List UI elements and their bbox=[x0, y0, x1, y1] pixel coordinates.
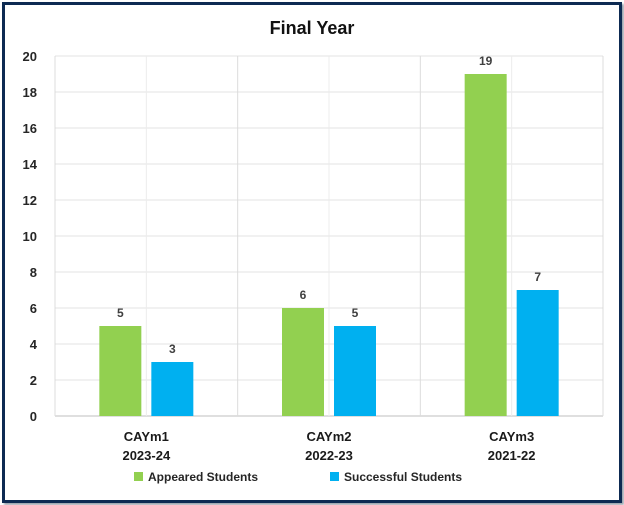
bar-appeared bbox=[282, 308, 324, 416]
bar-appeared bbox=[99, 326, 142, 416]
data-label: 7 bbox=[534, 270, 541, 284]
gridlines bbox=[54, 55, 604, 417]
y-tick-label: 10 bbox=[23, 229, 37, 244]
x-category-label: CAYm3 bbox=[489, 429, 534, 444]
x-category-label: 2021-22 bbox=[488, 448, 536, 463]
x-category-label: CAYm2 bbox=[306, 429, 351, 444]
legend-label: Successful Students bbox=[344, 470, 462, 484]
y-tick-label: 14 bbox=[23, 157, 38, 172]
x-axis-categories: CAYm1 2023-24 CAYm2 2022-23 CAYm3 2021-22 bbox=[122, 429, 535, 463]
data-label: 5 bbox=[117, 306, 124, 320]
y-tick-label: 12 bbox=[23, 193, 37, 208]
data-label: 19 bbox=[479, 54, 493, 68]
x-category-label: 2022-23 bbox=[305, 448, 353, 463]
y-tick-label: 8 bbox=[30, 265, 37, 280]
y-tick-label: 2 bbox=[30, 373, 37, 388]
bars bbox=[99, 74, 559, 416]
bar-successful bbox=[516, 290, 559, 416]
y-axis-ticks: 0 2 4 6 8 10 12 14 16 18 20 bbox=[23, 49, 38, 424]
bar-successful bbox=[334, 326, 376, 416]
data-label: 3 bbox=[169, 342, 176, 356]
chart-title: Final Year bbox=[270, 18, 355, 38]
data-label: 5 bbox=[352, 306, 359, 320]
y-tick-label: 4 bbox=[30, 337, 38, 352]
x-category-label: CAYm1 bbox=[124, 429, 169, 444]
x-category-label: 2023-24 bbox=[122, 448, 170, 463]
y-tick-label: 18 bbox=[23, 85, 37, 100]
y-tick-label: 6 bbox=[30, 301, 37, 316]
legend-swatch bbox=[134, 472, 143, 481]
bar-appeared bbox=[464, 74, 507, 416]
legend-label: Appeared Students bbox=[148, 470, 258, 484]
data-label: 6 bbox=[300, 288, 307, 302]
y-tick-label: 16 bbox=[23, 121, 37, 136]
data-labels: 5 3 6 5 19 7 bbox=[117, 54, 541, 356]
bar-successful bbox=[151, 362, 194, 416]
y-tick-label: 20 bbox=[23, 49, 37, 64]
y-tick-label: 0 bbox=[30, 409, 37, 424]
legend: Appeared Students Successful Students bbox=[134, 470, 462, 484]
legend-swatch bbox=[330, 472, 339, 481]
